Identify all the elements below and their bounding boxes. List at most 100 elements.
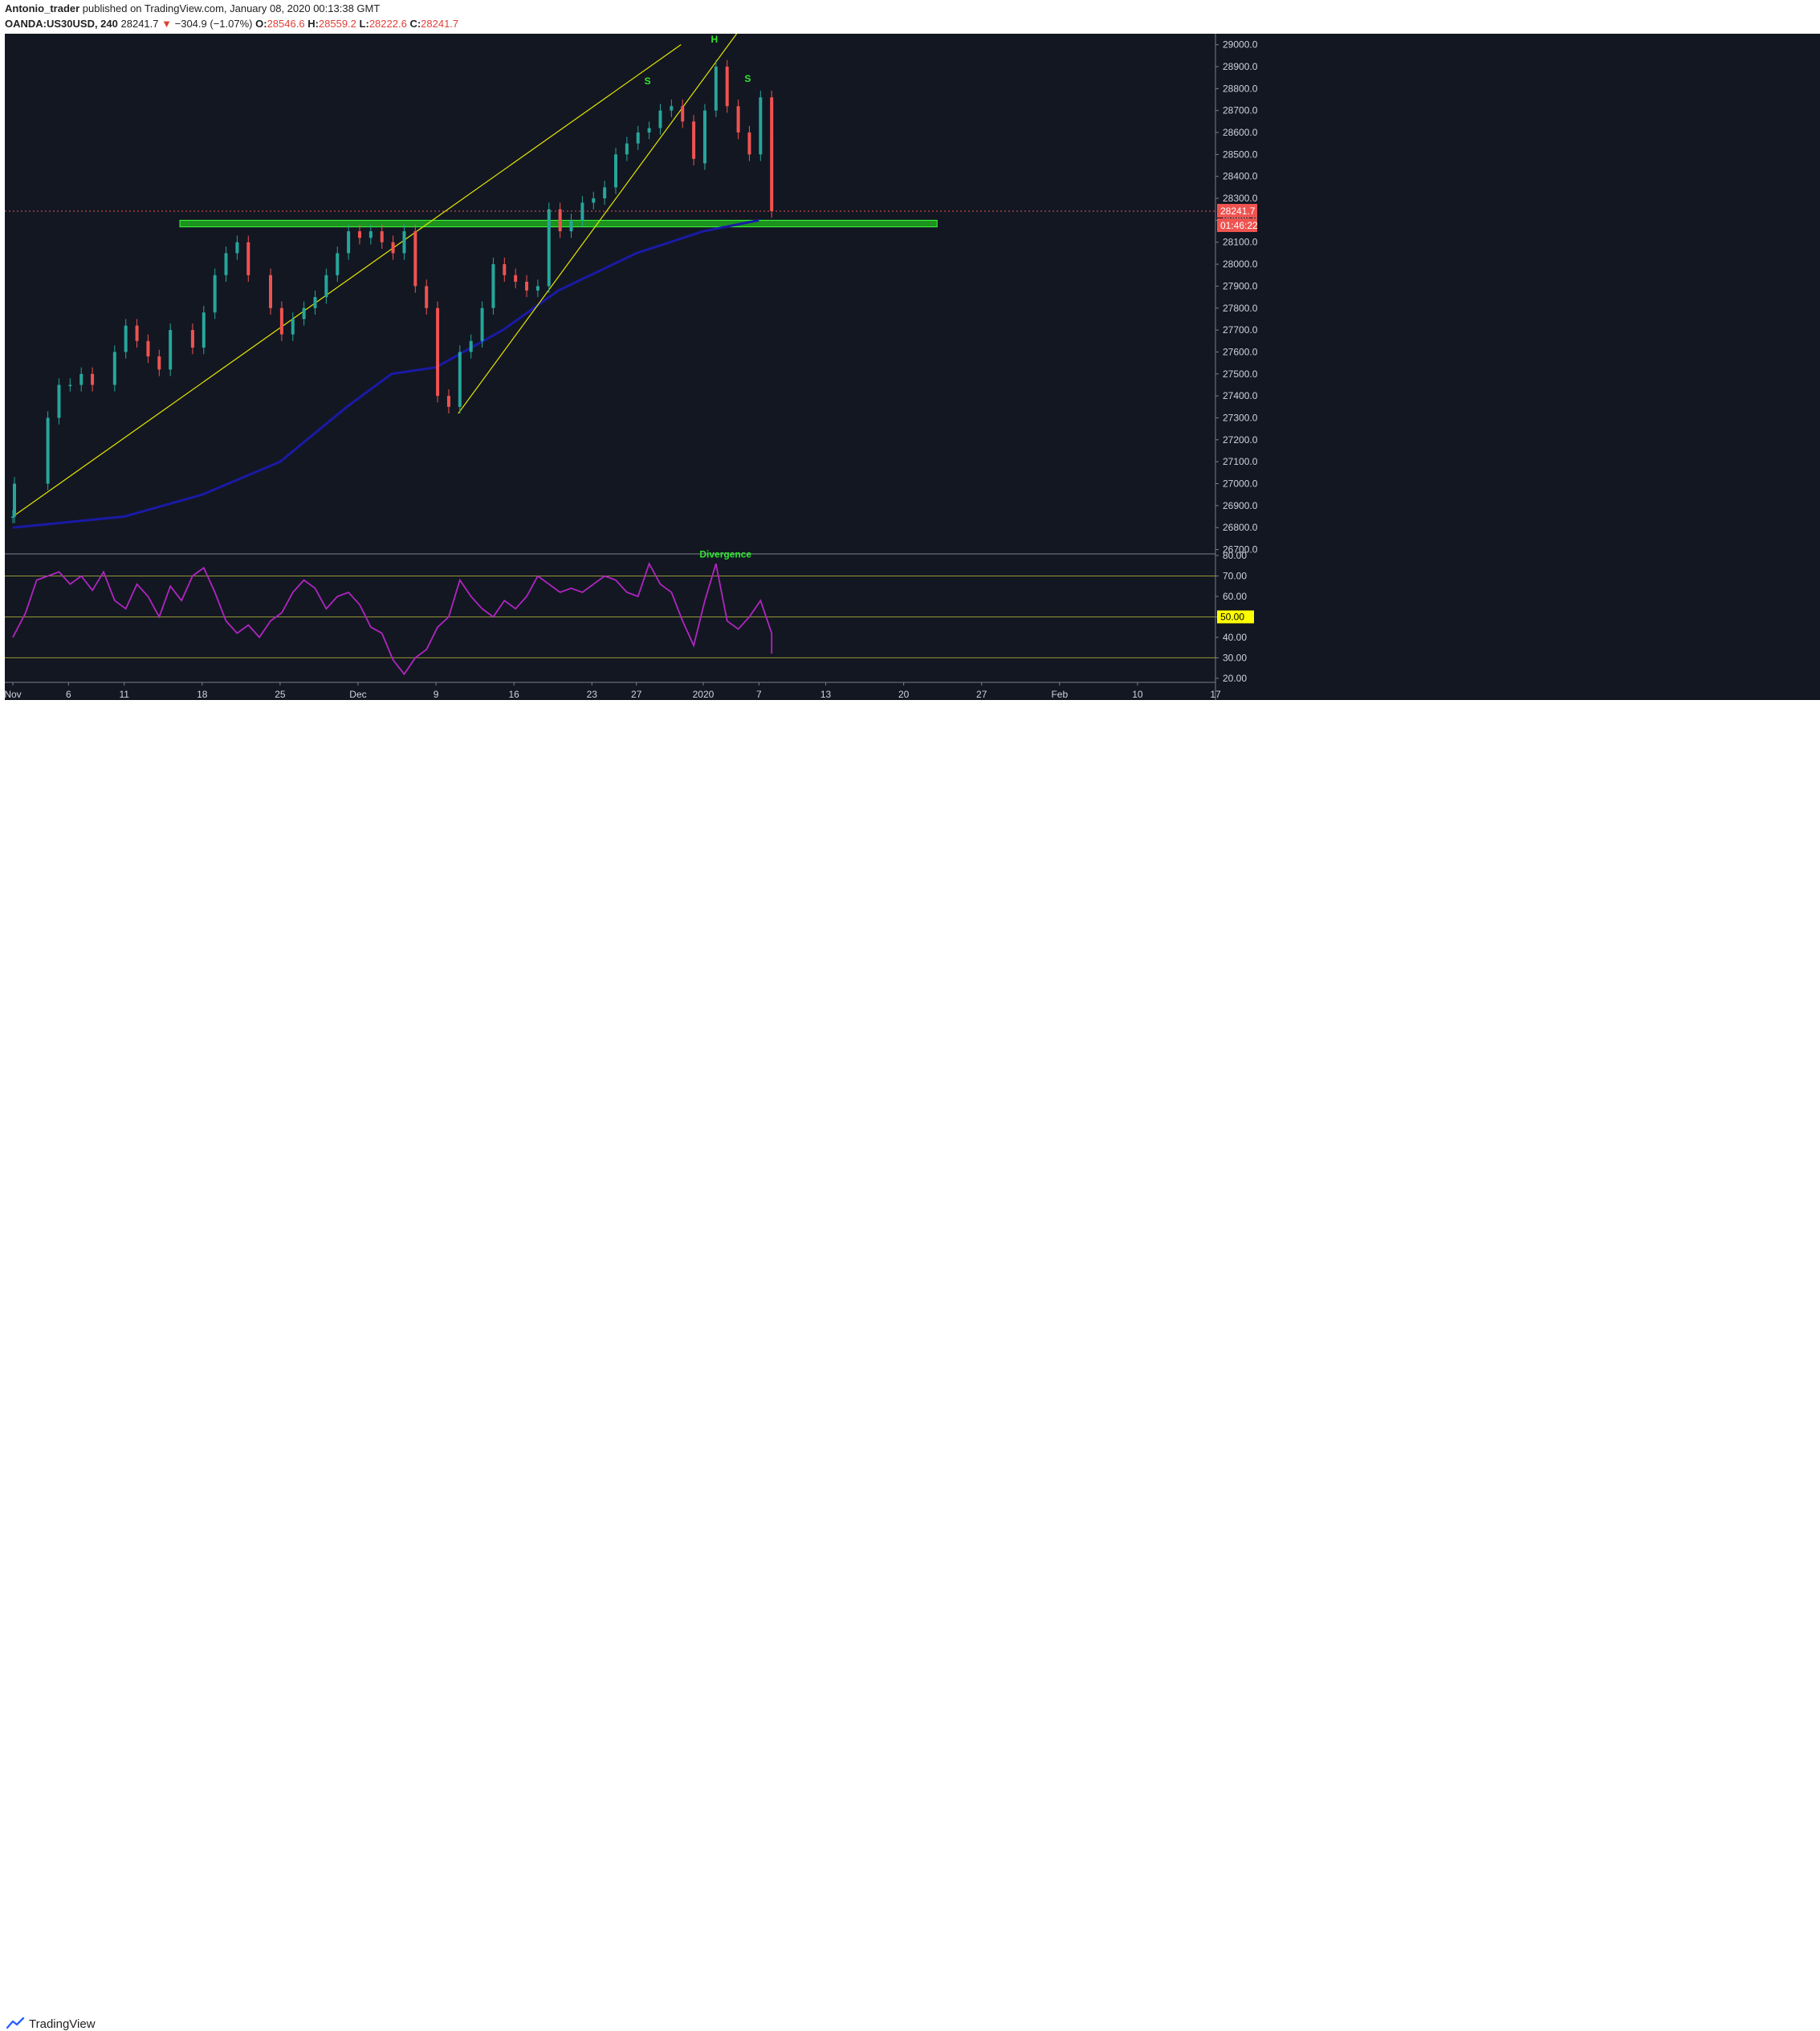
candle-body (190, 330, 194, 348)
time-tick-label: 16 (508, 689, 519, 700)
rsi-tick-label: 60.00 (1223, 591, 1247, 602)
price-tick-label: 28900.0 (1223, 61, 1258, 72)
time-tick-label: 13 (820, 689, 832, 700)
price-tick-label: 27000.0 (1223, 478, 1258, 490)
candle-body (224, 253, 228, 275)
chart-header: Antonio_trader published on TradingView.… (0, 0, 1820, 34)
price-tick-label: 27500.0 (1223, 368, 1258, 380)
author-name[interactable]: Antonio_trader (5, 2, 80, 14)
price-tick-label: 27800.0 (1223, 303, 1258, 314)
time-tick-label: 9 (434, 689, 439, 700)
price-tick-label: 28600.0 (1223, 127, 1258, 138)
close-value: 28241.7 (421, 18, 459, 30)
candle-body (725, 67, 729, 107)
rsi-tick-label: 70.00 (1223, 570, 1247, 581)
inner-trendline[interactable] (458, 33, 738, 414)
candle-body (592, 198, 596, 203)
time-tick-label: 11 (119, 689, 129, 700)
price-tick-label: 28400.0 (1223, 171, 1258, 182)
time-tick-label: 18 (197, 689, 208, 700)
time-tick-label: 10 (1132, 689, 1143, 700)
price-tick-label: 28800.0 (1223, 83, 1258, 94)
outer-trendline[interactable] (12, 44, 682, 518)
low-label: L: (359, 18, 369, 30)
candle-body (135, 325, 139, 341)
rsi-line (12, 561, 773, 676)
candle-body (491, 264, 495, 308)
candle-body (146, 340, 150, 356)
publish-line: Antonio_trader published on TradingView.… (5, 2, 380, 14)
price-change: −304.9 (−1.07%) (174, 18, 253, 30)
time-tick-label: 2020 (693, 689, 715, 700)
candle-body (68, 385, 72, 386)
candle-body (681, 106, 685, 122)
candle-body (736, 106, 740, 133)
candle-body (324, 275, 328, 298)
time-tick-label: 27 (976, 689, 987, 700)
candle-body (535, 286, 539, 291)
price-tick-label: 26900.0 (1223, 500, 1258, 511)
chart-footer: TradingView (0, 1003, 1820, 2031)
candle-body (11, 516, 14, 519)
candle-body (336, 253, 340, 275)
low-value: 28222.6 (368, 18, 407, 30)
price-tick-label: 26800.0 (1223, 522, 1258, 533)
chart-background (5, 34, 1820, 700)
candle-body (124, 325, 128, 352)
last-price: 28241.7 (120, 18, 159, 30)
candle-body (391, 242, 395, 254)
rsi-tick-label: 20.00 (1223, 673, 1247, 684)
chart-area[interactable]: 29000.0 28900.0 28800.0 28700.0 28600.0 28500… (4, 33, 1820, 1003)
candle-body (547, 253, 551, 287)
candle-body (702, 110, 706, 164)
candle-body (692, 121, 696, 159)
time-tick-label: 20 (898, 689, 910, 700)
candle-body (213, 275, 217, 313)
candle-body (46, 417, 50, 484)
rsi-tick-label: 30.00 (1223, 652, 1247, 663)
tradingview-logo-icon (6, 2017, 25, 2029)
price-tick-label: 27100.0 (1223, 456, 1258, 467)
candle-body (480, 307, 484, 341)
candle-body (547, 209, 551, 254)
candle-body (636, 132, 640, 144)
candle-body (91, 373, 95, 385)
ohlc-line: OANDA:US30USD, 240 28241.7 ▼ −304.9 (−1.… (5, 18, 458, 30)
candle-body (112, 352, 116, 385)
chart-svg[interactable]: 29000.0 28900.0 28800.0 28700.0 28600.0 28500… (4, 33, 1820, 1003)
rsi-level-tag-label: 50.00 (1220, 611, 1244, 622)
candle-body (770, 97, 774, 128)
chart-blank-area (5, 700, 1820, 1003)
candle-body (413, 231, 417, 287)
price-tick-label: 27200.0 (1223, 434, 1258, 446)
candle-body (647, 128, 651, 133)
candle-body (246, 242, 250, 275)
price-tick-label: 28100.0 (1223, 237, 1258, 248)
candle-body (368, 231, 373, 238)
candle-body (291, 319, 295, 335)
candle-body (347, 231, 351, 254)
candle-body (603, 187, 607, 199)
open-value: 28546.6 (267, 18, 305, 30)
high-value: 28559.2 (318, 18, 356, 30)
candle-body (446, 396, 450, 407)
candle-body (458, 352, 462, 407)
pattern-label: H (710, 34, 718, 45)
candle-body (169, 330, 173, 370)
candle-body (770, 128, 774, 212)
candle-body (503, 264, 507, 275)
price-tick-label: 28300.0 (1223, 193, 1258, 204)
time-tick-label: Dec (349, 689, 366, 700)
candle-body (714, 67, 718, 111)
candle-body (279, 307, 283, 335)
price-tick-label: 27700.0 (1223, 324, 1258, 336)
time-tick-label: 23 (587, 689, 598, 700)
price-tick-label: 28000.0 (1223, 258, 1258, 270)
candle-body (157, 356, 161, 370)
rsi-tick-label: 40.00 (1223, 632, 1247, 643)
price-tick-label: 27400.0 (1223, 390, 1258, 401)
candle-body (425, 286, 429, 308)
price-tick-label: 27900.0 (1223, 280, 1258, 291)
tradingview-brand[interactable]: TradingView (29, 2017, 96, 2031)
candle-body (747, 132, 751, 155)
